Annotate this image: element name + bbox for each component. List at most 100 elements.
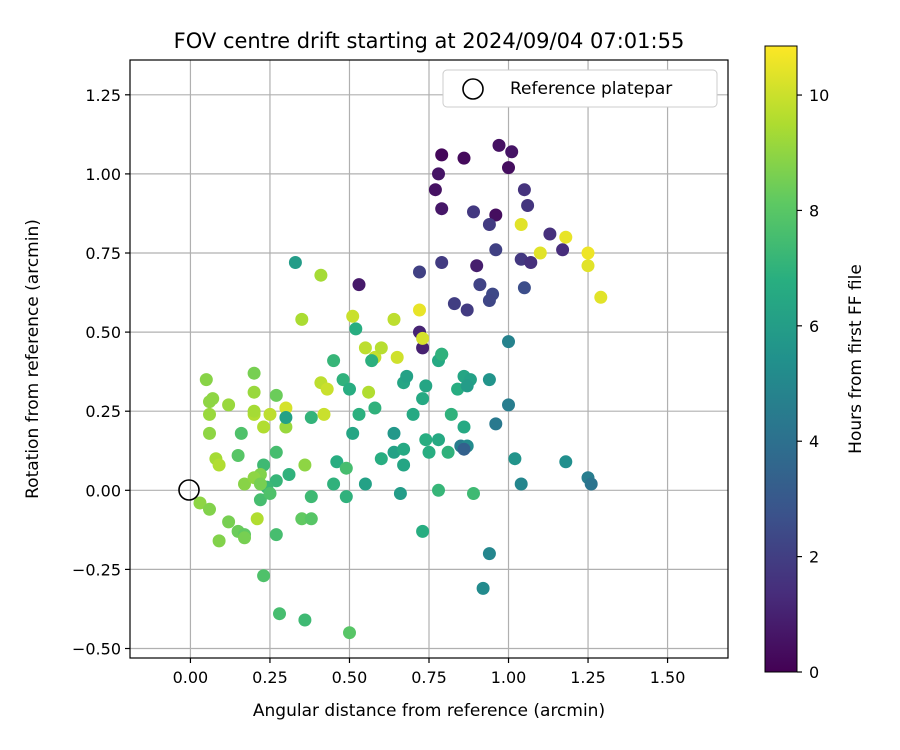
reference-platepar-marker (178, 479, 200, 501)
colorbar-tick-label: 0 (809, 663, 819, 682)
data-point (514, 477, 528, 491)
data-point (594, 290, 608, 304)
data-point (435, 347, 449, 361)
data-point (263, 487, 277, 500)
data-point (428, 183, 442, 197)
data-point (212, 534, 226, 548)
data-point (556, 243, 570, 257)
legend-marker-icon (462, 78, 484, 100)
data-point (349, 322, 363, 336)
data-point (413, 265, 426, 279)
data-point (257, 569, 271, 583)
data-point (482, 547, 496, 561)
data-point (393, 487, 407, 500)
data-point (416, 392, 430, 406)
data-point (203, 502, 216, 516)
data-point (387, 312, 401, 326)
data-point (533, 246, 547, 260)
chart-title: FOV centre drift starting at 2024/09/04 … (174, 29, 685, 53)
y-tick-label: 0.50 (85, 323, 121, 342)
y-axis-ticks: −0.50 −0.25 0.00 0.25 0.50 0.75 1.00 1.25 (72, 86, 130, 659)
data-point (222, 515, 236, 529)
data-point (413, 303, 426, 317)
data-point (441, 445, 455, 459)
data-point (482, 218, 496, 231)
data-point (543, 227, 557, 241)
data-point (521, 199, 535, 212)
data-point (489, 417, 503, 431)
data-point (231, 449, 245, 462)
y-tick-label: 0.25 (85, 402, 121, 421)
data-point (416, 331, 430, 345)
data-point (358, 341, 372, 355)
data-point (517, 183, 531, 197)
colorbar-gradient (764, 45, 798, 673)
grid-lines (130, 60, 728, 658)
data-point (269, 528, 283, 542)
data-point (584, 477, 598, 491)
data-point (508, 452, 522, 466)
data-point (295, 512, 309, 526)
data-point (517, 281, 531, 295)
colorbar-ticks: 0 2 4 6 8 10 (797, 86, 829, 682)
data-point (482, 294, 496, 307)
data-point (432, 483, 445, 497)
colorbar-tick-label: 2 (809, 548, 819, 567)
data-point (257, 420, 271, 434)
data-point (460, 379, 474, 393)
data-point (269, 445, 283, 459)
data-point (419, 433, 433, 447)
data-point (295, 312, 309, 326)
data-point (212, 458, 226, 472)
data-point (346, 426, 360, 440)
colorbar: 0 2 4 6 8 10 Hours from first FF file (764, 45, 866, 682)
data-point (362, 385, 376, 399)
data-point (397, 458, 411, 472)
data-point (238, 531, 251, 545)
data-point (253, 493, 267, 507)
data-point (482, 373, 496, 387)
data-point (470, 259, 484, 273)
colorbar-tick-label: 4 (809, 432, 819, 451)
data-point (352, 407, 366, 421)
data-point (193, 496, 207, 510)
data-point (339, 461, 353, 475)
data-point (374, 341, 388, 355)
data-point (476, 581, 490, 595)
data-point (346, 309, 360, 323)
data-point (457, 420, 471, 434)
y-tick-label: 1.00 (85, 165, 121, 184)
data-point (206, 392, 220, 406)
data-point (238, 477, 251, 491)
data-point (390, 350, 404, 364)
data-point (397, 442, 411, 456)
x-tick-label: 1.25 (570, 668, 606, 687)
data-point (581, 246, 595, 260)
y-tick-label: −0.50 (72, 640, 121, 659)
data-point (279, 401, 293, 415)
data-point (457, 151, 471, 165)
data-point (298, 458, 312, 472)
data-point (514, 218, 528, 231)
y-tick-label: 0.75 (85, 244, 121, 263)
data-point (247, 385, 261, 399)
data-point (263, 407, 277, 421)
data-point (422, 445, 436, 459)
data-point (435, 148, 449, 162)
x-tick-label: 0.50 (332, 668, 368, 687)
data-point (502, 335, 515, 349)
data-point (489, 208, 503, 222)
data-point (279, 411, 293, 424)
data-point (269, 388, 283, 402)
x-axis-ticks: 0.00 0.25 0.50 0.75 1.00 1.25 1.50 (173, 658, 686, 687)
data-point (317, 407, 331, 421)
data-point (304, 512, 318, 526)
colorbar-label: Hours from first FF file (846, 264, 866, 454)
x-tick-label: 1.50 (650, 668, 686, 687)
data-point (502, 161, 515, 175)
data-point (234, 426, 248, 440)
data-point (273, 607, 286, 621)
data-point (339, 490, 353, 504)
data-point (502, 398, 515, 412)
x-tick-label: 0.25 (252, 668, 288, 687)
